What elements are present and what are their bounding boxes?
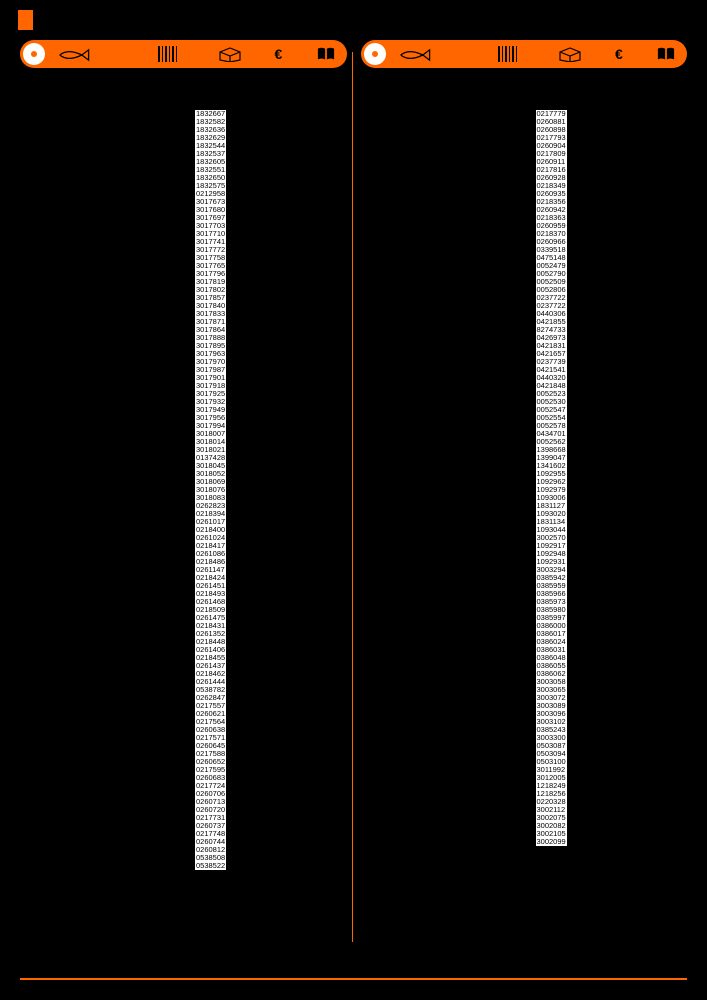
package-icon (213, 46, 247, 62)
euro-icon: € (615, 46, 629, 62)
barcode-icon (151, 46, 185, 62)
header-circle (23, 43, 45, 65)
right-code-list: 0217779026088102608980217793026090402178… (536, 110, 567, 846)
header-circle (364, 43, 386, 65)
left-code-list: 1832667183258218326361832629183254418325… (195, 110, 226, 870)
inner-dot (372, 51, 378, 57)
footer-line (20, 978, 687, 980)
header-icons: € (491, 40, 687, 68)
left-header: € (20, 40, 347, 68)
header-icons: € (151, 40, 347, 68)
barcode-icon (491, 46, 525, 62)
code-cell: 0538522 (195, 862, 226, 870)
fish-icon (58, 48, 92, 62)
right-header: € (361, 40, 688, 68)
inner-dot (31, 51, 37, 57)
left-panel: € 18326671832582183263618326291832544183… (20, 40, 347, 68)
package-icon (553, 46, 587, 62)
center-divider (352, 52, 353, 942)
catalog-icon (657, 46, 675, 62)
catalog-icon (317, 46, 335, 62)
fish-icon (399, 48, 433, 62)
code-cell: 3002099 (536, 838, 567, 846)
page-tab (18, 10, 33, 30)
right-panel: € 02177790260881026089802177930260904021… (361, 40, 688, 68)
panels-container: € 18326671832582183263618326291832544183… (0, 0, 707, 68)
euro-icon: € (275, 46, 289, 62)
